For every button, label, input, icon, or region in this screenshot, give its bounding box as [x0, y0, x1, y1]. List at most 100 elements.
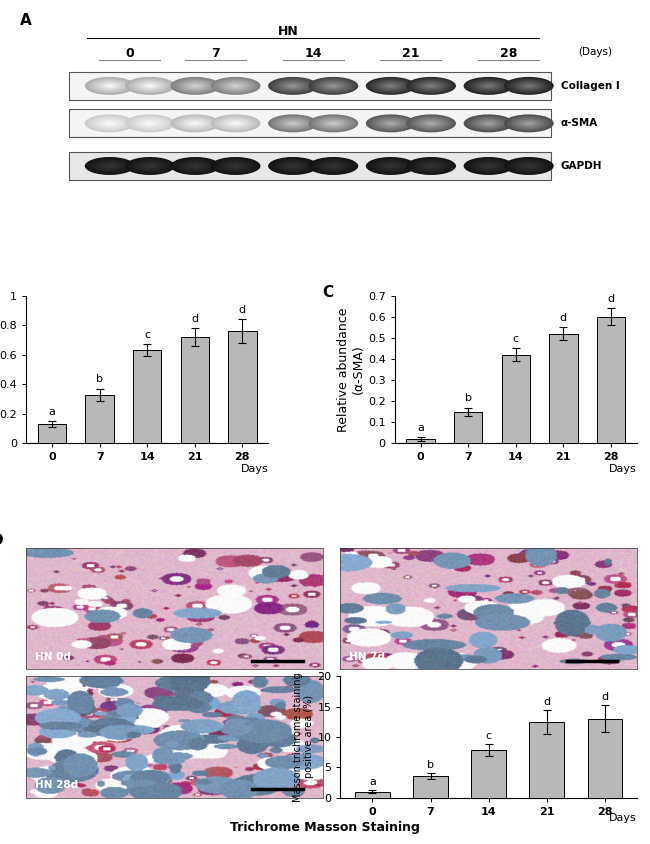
Ellipse shape [415, 160, 447, 171]
Ellipse shape [510, 116, 547, 130]
Bar [133, 350, 161, 443]
Ellipse shape [287, 84, 299, 88]
Ellipse shape [476, 81, 501, 90]
Bar [181, 337, 209, 443]
Ellipse shape [125, 157, 175, 175]
Ellipse shape [189, 122, 202, 126]
Ellipse shape [278, 80, 309, 91]
Ellipse shape [486, 165, 491, 167]
Text: Trichrome Masson Staining: Trichrome Masson Staining [230, 821, 420, 834]
Bar [529, 722, 564, 798]
Ellipse shape [91, 79, 129, 93]
Ellipse shape [372, 160, 410, 173]
Ellipse shape [271, 158, 315, 174]
Ellipse shape [88, 78, 131, 94]
Ellipse shape [519, 163, 538, 170]
Ellipse shape [486, 122, 491, 125]
Bar [228, 331, 257, 443]
Ellipse shape [290, 122, 296, 125]
Text: a: a [369, 776, 376, 787]
Ellipse shape [192, 84, 198, 87]
Ellipse shape [510, 79, 547, 93]
Ellipse shape [177, 116, 214, 130]
Bar [454, 412, 482, 443]
Ellipse shape [91, 160, 129, 173]
Ellipse shape [281, 81, 306, 90]
Text: 14: 14 [304, 46, 322, 60]
Ellipse shape [330, 84, 337, 87]
Ellipse shape [88, 158, 131, 174]
Ellipse shape [229, 84, 242, 88]
Ellipse shape [410, 78, 453, 94]
Ellipse shape [425, 122, 437, 126]
Ellipse shape [321, 119, 346, 127]
Ellipse shape [229, 164, 242, 168]
Text: A: A [20, 13, 32, 28]
Ellipse shape [372, 116, 410, 130]
Text: d: d [607, 294, 614, 304]
Text: a: a [49, 407, 56, 417]
Ellipse shape [268, 77, 318, 95]
Ellipse shape [283, 83, 302, 89]
Ellipse shape [514, 160, 545, 171]
Ellipse shape [233, 84, 239, 87]
Ellipse shape [507, 78, 551, 94]
Ellipse shape [324, 163, 343, 170]
Ellipse shape [412, 79, 450, 93]
Text: (Days): (Days) [578, 46, 612, 57]
Ellipse shape [324, 120, 343, 127]
Ellipse shape [385, 122, 397, 126]
Text: HN 0d: HN 0d [35, 652, 71, 662]
Ellipse shape [174, 116, 217, 131]
Bar [597, 316, 625, 443]
Ellipse shape [233, 122, 239, 125]
Ellipse shape [406, 115, 456, 133]
Ellipse shape [318, 160, 349, 171]
Ellipse shape [470, 116, 507, 130]
Ellipse shape [482, 164, 495, 168]
Ellipse shape [315, 160, 352, 173]
Y-axis label: Masson trichrome staining
positive area (%): Masson trichrome staining positive area … [293, 672, 315, 802]
Ellipse shape [179, 80, 211, 91]
Text: Days: Days [240, 464, 268, 474]
Ellipse shape [223, 161, 248, 170]
Ellipse shape [369, 158, 413, 174]
Ellipse shape [422, 83, 441, 89]
Ellipse shape [226, 120, 245, 127]
Ellipse shape [479, 83, 498, 89]
Ellipse shape [220, 118, 251, 129]
Ellipse shape [271, 78, 315, 94]
Text: Days: Days [609, 464, 637, 474]
Ellipse shape [183, 81, 208, 90]
Ellipse shape [138, 161, 162, 170]
Ellipse shape [103, 164, 116, 168]
Y-axis label: Relative abundance
(α-SMA): Relative abundance (α-SMA) [337, 307, 365, 432]
Ellipse shape [321, 81, 346, 90]
Ellipse shape [473, 160, 504, 171]
Ellipse shape [223, 119, 248, 127]
Ellipse shape [315, 116, 352, 130]
Text: a: a [417, 423, 424, 433]
Ellipse shape [318, 80, 349, 91]
Ellipse shape [147, 84, 153, 87]
Ellipse shape [131, 116, 169, 130]
Ellipse shape [327, 164, 339, 168]
Ellipse shape [147, 165, 153, 167]
Ellipse shape [189, 164, 202, 168]
Ellipse shape [415, 118, 447, 129]
Bar [38, 425, 66, 443]
Ellipse shape [479, 120, 498, 127]
Bar [471, 750, 506, 798]
Ellipse shape [327, 84, 339, 88]
Ellipse shape [220, 80, 251, 91]
Ellipse shape [419, 119, 443, 127]
Ellipse shape [526, 122, 532, 125]
Ellipse shape [419, 81, 443, 90]
Ellipse shape [382, 83, 400, 89]
Text: HN 28d: HN 28d [35, 781, 78, 790]
Ellipse shape [366, 115, 416, 133]
Ellipse shape [473, 80, 504, 91]
Ellipse shape [412, 116, 450, 130]
Ellipse shape [324, 83, 343, 89]
Text: b: b [96, 375, 103, 384]
